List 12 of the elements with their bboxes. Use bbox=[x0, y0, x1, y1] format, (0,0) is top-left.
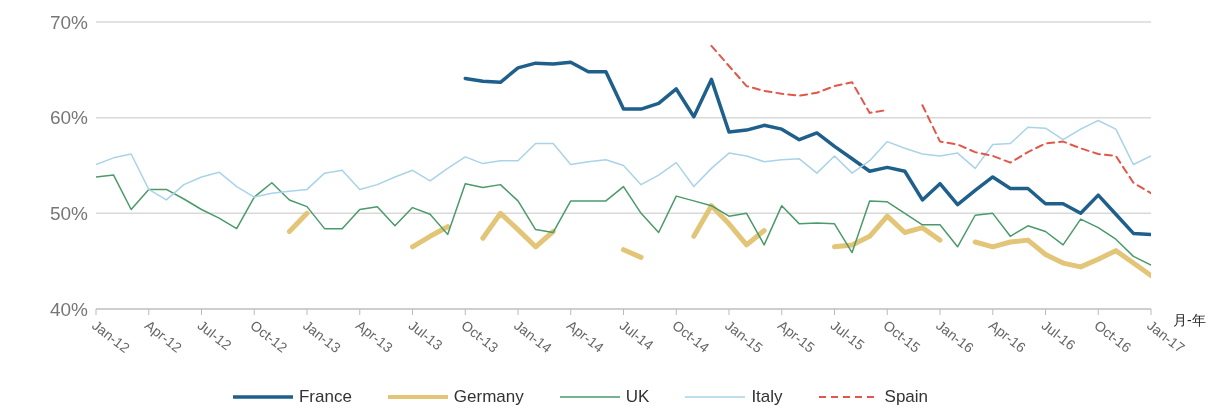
y-tick-label: 70% bbox=[49, 11, 89, 33]
y-tick-label: 60% bbox=[49, 107, 89, 129]
legend-label: France bbox=[298, 387, 352, 407]
legend-label: UK bbox=[625, 387, 650, 407]
y-tick-label: 40% bbox=[49, 298, 89, 320]
y-tick-label: 50% bbox=[49, 203, 89, 225]
line-series bbox=[96, 174, 1151, 266]
legend-label: Germany bbox=[453, 387, 524, 407]
legend-label: Spain bbox=[884, 387, 929, 407]
legend-label: Italy bbox=[751, 387, 783, 407]
line-series bbox=[96, 119, 1151, 201]
line-series bbox=[463, 60, 1151, 237]
